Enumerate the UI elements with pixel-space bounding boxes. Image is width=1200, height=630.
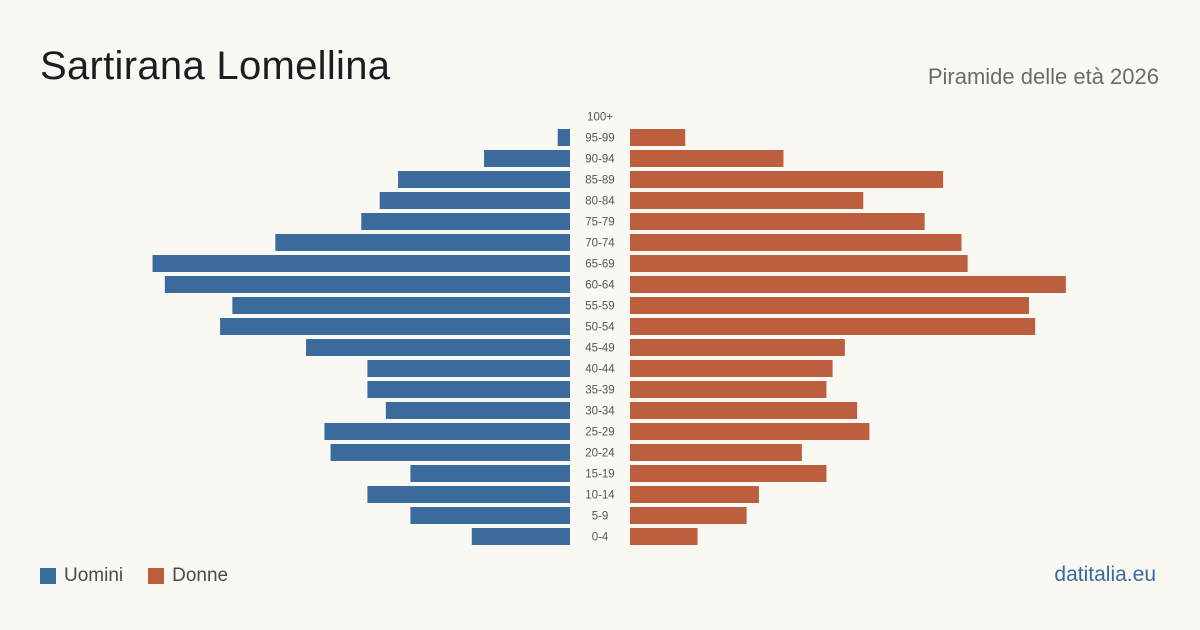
age-label-65-69: 65-69 xyxy=(585,259,614,271)
bar-men-30-34 xyxy=(385,402,570,419)
age-label-100+: 100+ xyxy=(587,112,613,124)
bar-men-75-79 xyxy=(361,213,570,230)
bar-women-85-89 xyxy=(630,171,944,188)
bar-women-50-54 xyxy=(630,318,1036,335)
age-label-25-29: 25-29 xyxy=(585,427,614,439)
bar-women-0-4 xyxy=(630,528,698,545)
bar-men-60-64 xyxy=(164,276,571,293)
bar-men-15-19 xyxy=(410,465,570,482)
age-label-75-79: 75-79 xyxy=(585,217,614,229)
bar-men-70-74 xyxy=(275,234,570,251)
bar-men-20-24 xyxy=(330,444,570,461)
age-label-40-44: 40-44 xyxy=(585,364,615,376)
bar-men-65-69 xyxy=(152,255,571,272)
bar-women-45-49 xyxy=(630,339,845,356)
bar-women-95-99 xyxy=(630,129,686,146)
bar-men-10-14 xyxy=(367,486,570,503)
bar-men-45-49 xyxy=(306,339,570,356)
bar-men-25-29 xyxy=(324,423,570,440)
bar-women-20-24 xyxy=(630,444,802,461)
age-label-60-64: 60-64 xyxy=(585,280,615,292)
legend: Uomini Donne xyxy=(40,565,253,587)
legend-item-women: Donne xyxy=(148,565,228,587)
age-label-5-9: 5-9 xyxy=(592,511,609,523)
bar-men-85-89 xyxy=(398,171,570,188)
bar-women-90-94 xyxy=(630,150,784,167)
bar-men-90-94 xyxy=(484,150,570,167)
age-label-35-39: 35-39 xyxy=(585,385,614,397)
legend-swatch-women xyxy=(148,568,165,584)
age-label-95-99: 95-99 xyxy=(585,133,614,145)
chart-subtitle: Piramide delle età 2026 xyxy=(927,64,1159,89)
age-label-85-89: 85-89 xyxy=(585,175,614,187)
bar-men-5-9 xyxy=(410,507,570,524)
bar-men-80-84 xyxy=(379,192,570,209)
bar-women-65-69 xyxy=(630,255,968,272)
age-label-55-59: 55-59 xyxy=(585,301,614,313)
age-label-20-24: 20-24 xyxy=(585,448,615,460)
bar-men-50-54 xyxy=(220,318,571,335)
age-label-0-4: 0-4 xyxy=(592,532,609,544)
bar-women-5-9 xyxy=(630,507,747,524)
bar-men-35-39 xyxy=(367,381,570,398)
legend-label-women: Donne xyxy=(172,565,229,586)
legend-item-men: Uomini xyxy=(40,565,123,587)
bar-women-15-19 xyxy=(630,465,827,482)
bar-women-55-59 xyxy=(630,297,1030,314)
bar-men-95-99 xyxy=(557,129,570,146)
bar-women-10-14 xyxy=(630,486,759,503)
legend-label-men: Uomini xyxy=(64,565,124,586)
legend-swatch-men xyxy=(40,568,56,584)
bar-men-55-59 xyxy=(232,297,570,314)
bar-women-25-29 xyxy=(630,423,870,440)
age-label-50-54: 50-54 xyxy=(585,322,615,334)
bar-women-30-34 xyxy=(630,402,858,419)
age-label-80-84: 80-84 xyxy=(585,196,615,208)
chart-title: Sartirana Lomellina xyxy=(40,44,391,88)
age-label-45-49: 45-49 xyxy=(585,343,614,355)
bar-men-0-4 xyxy=(471,528,570,545)
bar-women-40-44 xyxy=(630,360,833,377)
age-label-10-14: 10-14 xyxy=(585,490,615,502)
bar-women-35-39 xyxy=(630,381,827,398)
site-link[interactable]: datitalia.eu xyxy=(1054,563,1156,586)
age-label-30-34: 30-34 xyxy=(585,406,615,418)
bar-women-70-74 xyxy=(630,234,962,251)
age-label-15-19: 15-19 xyxy=(585,469,614,481)
bar-women-75-79 xyxy=(630,213,925,230)
age-label-70-74: 70-74 xyxy=(585,238,615,250)
bar-men-40-44 xyxy=(367,360,570,377)
bar-women-60-64 xyxy=(630,276,1066,293)
bar-women-80-84 xyxy=(630,192,864,209)
age-label-90-94: 90-94 xyxy=(585,154,615,166)
